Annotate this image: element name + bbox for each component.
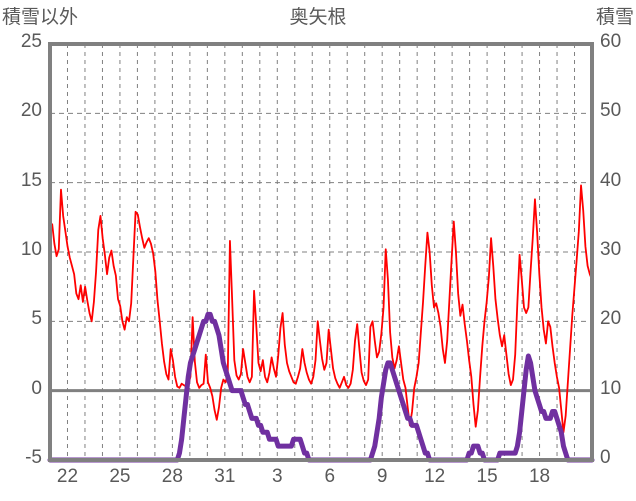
plot-border bbox=[48, 42, 594, 462]
y-axis-tick-label: 25 bbox=[20, 31, 42, 52]
left-axis-title: 積雪以外 bbox=[2, 7, 79, 28]
x-axis-tick-label: 18 bbox=[528, 466, 551, 487]
y2-axis-tick-label: 30 bbox=[600, 239, 622, 260]
x-axis-tick-label: 15 bbox=[476, 466, 498, 487]
x-axis-tick-label: 9 bbox=[376, 466, 388, 487]
chart-title: 奥矢根 bbox=[289, 7, 347, 28]
x-axis-tick-label: 28 bbox=[161, 466, 183, 487]
x-axis-tick-label: 3 bbox=[271, 466, 283, 487]
x-axis-tick-label: 31 bbox=[214, 466, 236, 487]
x-axis-tick-label: 25 bbox=[109, 466, 131, 487]
y-axis-tick-label: 0 bbox=[31, 377, 42, 399]
y2-axis-tick-label: 10 bbox=[600, 377, 622, 399]
x-axis-tick-label: 22 bbox=[56, 466, 79, 487]
series-line-other bbox=[49, 184, 593, 434]
y2-axis-tick-label: 40 bbox=[600, 169, 622, 191]
x-axis-tick-label: 6 bbox=[324, 466, 336, 487]
y2-axis-tick-label: 0 bbox=[600, 447, 611, 468]
x-axis-tick-label: 12 bbox=[424, 466, 446, 487]
y2-axis-tick-label: 60 bbox=[600, 31, 622, 52]
y-axis-tick-label: -5 bbox=[25, 447, 42, 468]
right-axis-title: 積雪 bbox=[595, 7, 634, 28]
y-axis-tick-label: 10 bbox=[20, 239, 42, 260]
y2-axis-tick-label: 20 bbox=[600, 308, 622, 330]
y-axis-tick-label: 15 bbox=[20, 169, 42, 191]
y2-axis-tick-label: 50 bbox=[600, 100, 622, 122]
y-axis-tick-label: 20 bbox=[20, 100, 42, 122]
y-axis-tick-label: 5 bbox=[31, 308, 42, 330]
